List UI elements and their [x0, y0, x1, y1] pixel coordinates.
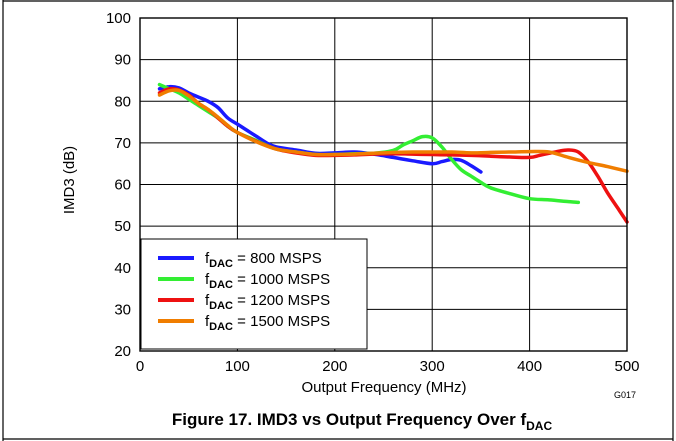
- y-tick-label: 100: [106, 10, 131, 27]
- y-tick-label: 60: [114, 177, 131, 194]
- figure-caption: Figure 17. IMD3 vs Output Frequency Over…: [172, 410, 553, 433]
- x-axis-label: Output Frequency (MHz): [301, 379, 466, 396]
- y-axis-label: IMD3 (dB): [61, 146, 78, 214]
- legend-label: fDAC = 1200 MSPS: [205, 292, 330, 312]
- y-tick-labels: 20 30 40 50 60 70 80 90 100: [106, 10, 131, 360]
- x-tick-label: 0: [136, 358, 144, 375]
- legend-label: fDAC = 800 MSPS: [205, 250, 322, 270]
- series-line-4: [157, 88, 629, 173]
- caption-subscript: DAC: [526, 419, 552, 433]
- y-tick-label: 70: [114, 135, 131, 152]
- x-tick-labels: 0 100 200 300 400 500: [136, 358, 640, 375]
- caption-text: Figure 17. IMD3 vs Output Frequency Over…: [172, 410, 527, 429]
- x-tick-label: 100: [225, 358, 250, 375]
- figure-code: G017: [614, 390, 636, 400]
- x-tick-label: 200: [322, 358, 347, 375]
- x-tick-label: 300: [420, 358, 445, 375]
- series-lines: [157, 82, 629, 224]
- legend-label: fDAC = 1000 MSPS: [205, 271, 330, 291]
- y-tick-label: 90: [114, 52, 131, 69]
- x-tick-label: 400: [517, 358, 542, 375]
- plot-border: [139, 17, 628, 352]
- series-line-1: [157, 84, 483, 174]
- y-tick-label: 50: [114, 218, 131, 235]
- y-tick-label: 40: [114, 260, 131, 277]
- legend-label: fDAC = 1500 MSPS: [205, 313, 330, 333]
- y-tick-label: 20: [114, 343, 131, 360]
- y-tick-label: 30: [114, 301, 131, 318]
- y-tick-label: 80: [114, 93, 131, 110]
- x-tick-label: 500: [614, 358, 639, 375]
